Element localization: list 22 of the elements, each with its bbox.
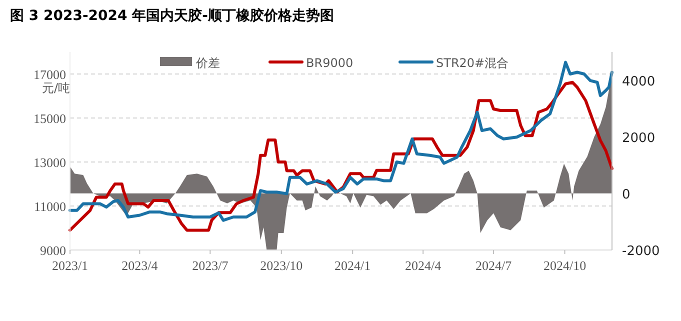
legend-label: STR20#混合 [436, 56, 509, 70]
x-tick-label: 2023/7 [192, 258, 229, 273]
x-tick-label: 2023/1 [52, 258, 88, 273]
x-tick-label: 2023/10 [260, 258, 303, 273]
legend-label: BR9000 [306, 56, 354, 70]
x-tick-label: 2024/10 [543, 258, 586, 273]
chart-title: 图 3 2023-2024 年国内天胶-顺丁橡胶价格走势图 [10, 7, 334, 24]
y-tick-label: 17000 [34, 67, 66, 82]
y-tick-label: 9000 [40, 243, 66, 258]
y2-tick-label: -2000 [622, 244, 660, 259]
y2-tick-label: 0 [622, 187, 630, 202]
x-tick-label: 2023/4 [122, 258, 158, 273]
legend-label: 价差 [195, 56, 220, 70]
y-axis-title: 元/吨 [42, 81, 70, 95]
y2-tick-label: 2000 [622, 130, 656, 146]
x-tick-label: 2024/1 [334, 258, 371, 273]
y-tick-label: 15000 [34, 111, 66, 126]
x-tick-label: 2024/7 [475, 258, 512, 273]
y2-tick-label: 4000 [622, 74, 656, 90]
y-tick-label: 13000 [34, 155, 66, 170]
y-tick-label: 11000 [34, 199, 66, 214]
x-tick-label: 2024/4 [405, 258, 442, 273]
